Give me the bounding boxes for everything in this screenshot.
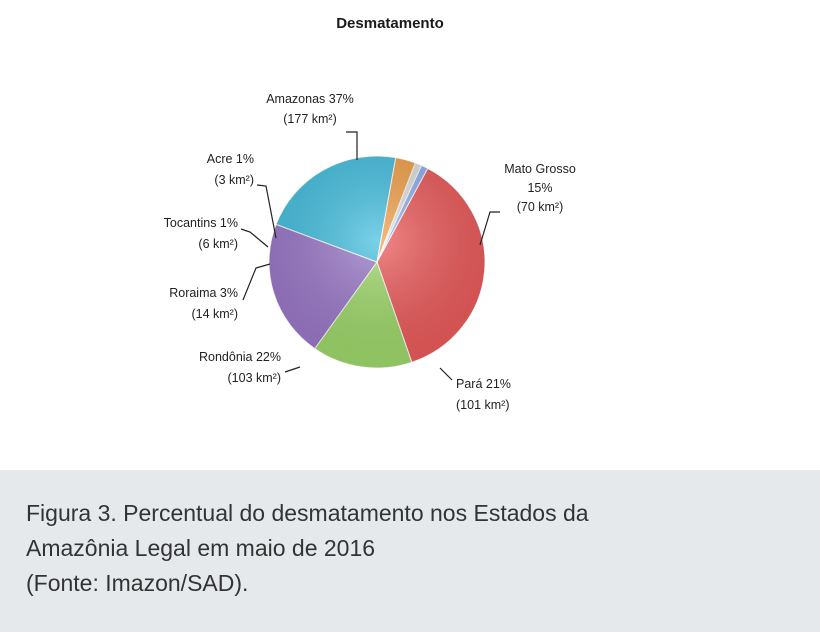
leader-line-roraima xyxy=(242,263,271,301)
caption-line-1: Figura 3. Percentual do desmatamento nos… xyxy=(26,500,589,526)
leader-line-amazonas xyxy=(346,131,358,160)
leader-line-tocantins xyxy=(240,228,269,248)
slice-label-rondonia: Rondônia 22% (103 km²) xyxy=(199,350,281,385)
slice-label-line: Roraima 3% xyxy=(169,286,238,300)
slice-label-line: (70 km²) xyxy=(517,200,564,214)
leader-line-para xyxy=(439,367,453,381)
leader-line-rondonia xyxy=(284,366,301,373)
slice-label-amazonas: Amazonas 37% (177 km²) xyxy=(266,92,354,126)
slice-label-line: Acre 1% xyxy=(207,152,254,166)
slice-label-roraima: Roraima 3% (14 km²) xyxy=(169,286,238,321)
caption-line-3: (Fonte: Imazon/SAD). xyxy=(26,570,249,596)
pie-slices xyxy=(268,155,486,369)
slice-label-para: Pará 21% (101 km²) xyxy=(456,377,511,412)
chart-title: Desmatamento xyxy=(336,15,444,32)
slice-label-line: (177 km²) xyxy=(283,112,336,126)
slice-label-line: Tocantins 1% xyxy=(164,216,238,230)
slice-label-line: Rondônia 22% xyxy=(199,350,281,364)
slice-label-line: (14 km²) xyxy=(191,307,238,321)
slice-label-line: Pará 21% xyxy=(456,377,511,391)
leader-line-acre xyxy=(256,184,277,239)
slice-label-line: Amazonas 37% xyxy=(266,92,354,106)
pie-chart: Desmatamento Amazonas 37% (177 km²) Mato G… xyxy=(164,15,576,412)
slice-label-line: Mato Grosso xyxy=(504,162,576,176)
slice-label-tocantins: Tocantins 1% (6 km²) xyxy=(164,216,238,251)
chart-area: Desmatamento Amazonas 37% (177 km²) Mato G… xyxy=(163,15,576,412)
slice-label-line: (103 km²) xyxy=(228,371,281,385)
caption-line-2: Amazônia Legal em maio de 2016 xyxy=(26,535,376,561)
slice-label-acre: Acre 1% (3 km²) xyxy=(207,152,254,187)
leader-line-mato-grosso xyxy=(479,211,500,246)
slice-label-line: (6 km²) xyxy=(198,237,238,251)
slice-label-line: (101 km²) xyxy=(456,398,509,412)
figure-caption: Figura 3. Percentual do desmatamento nos… xyxy=(0,470,820,632)
slice-labels: Amazonas 37% (177 km²) Mato Grosso 15% (70 k… xyxy=(164,92,576,412)
slice-label-mato-grosso: Mato Grosso 15% (70 km²) xyxy=(504,162,576,214)
slice-label-line: (3 km²) xyxy=(214,173,254,187)
slice-label-line: 15% xyxy=(527,181,552,195)
